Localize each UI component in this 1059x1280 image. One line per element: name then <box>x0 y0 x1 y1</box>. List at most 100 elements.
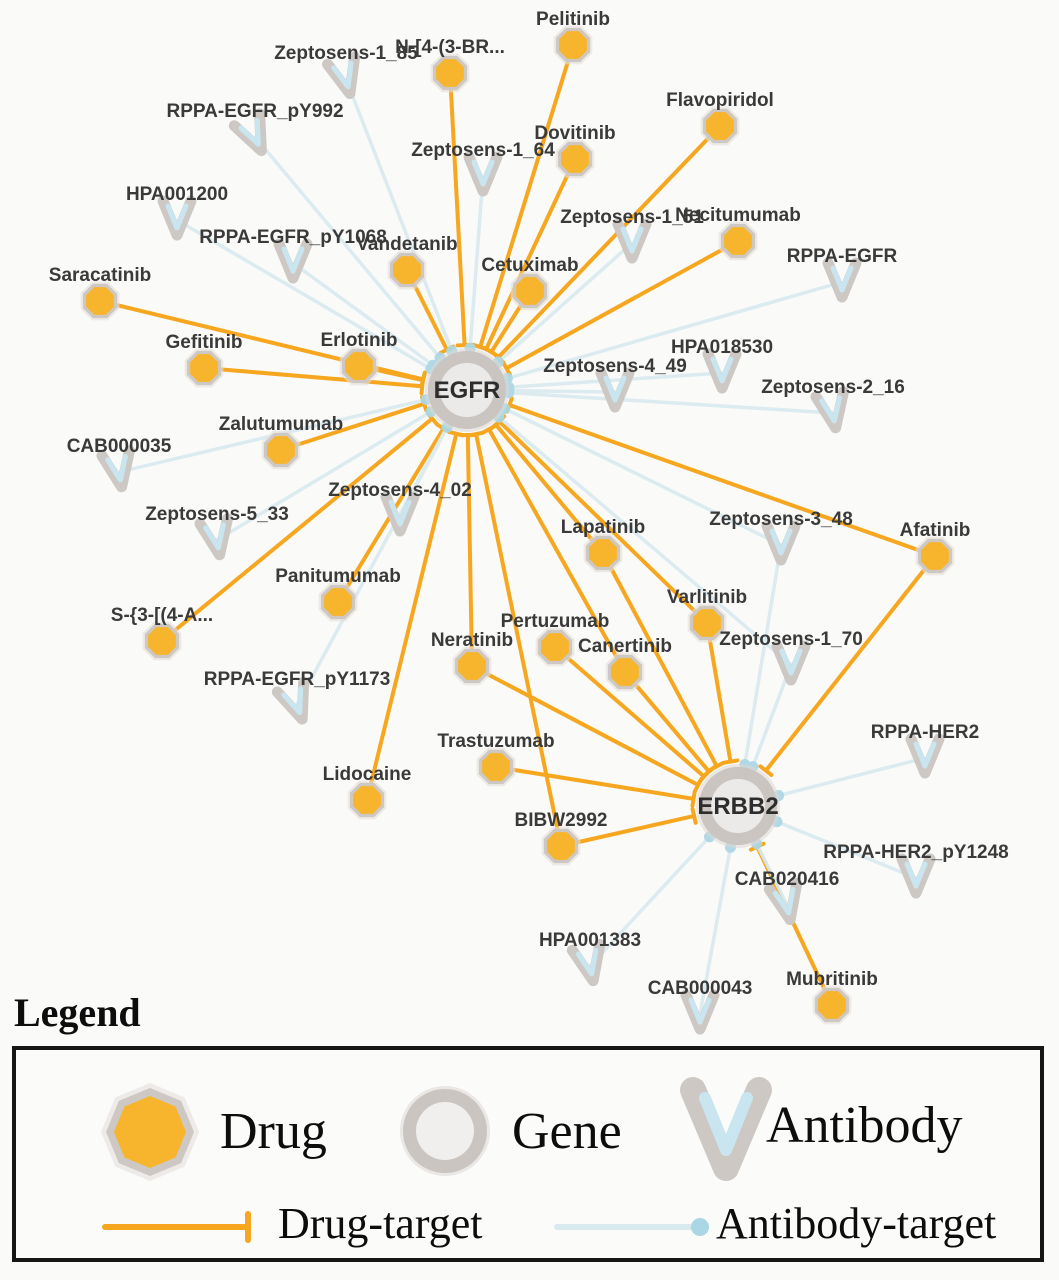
node-label: Zeptosens-1_70 <box>719 629 863 650</box>
edge-tee <box>721 758 740 765</box>
drug-target-edge <box>160 417 434 643</box>
node-label: RPPA-EGFR_pY1068 <box>199 227 387 248</box>
antibody-node <box>905 733 945 779</box>
drug-target-edge <box>623 670 711 773</box>
drug-node <box>535 627 575 667</box>
drug-node <box>583 533 623 573</box>
antibody-target-edge <box>291 261 435 367</box>
node-label: Mubritinib <box>786 969 878 990</box>
antibody-node <box>96 445 135 493</box>
antibody-node <box>566 939 606 987</box>
gene-label: EGFR <box>434 377 501 404</box>
node-label: Flavopiridol <box>666 90 774 111</box>
edge-tee <box>480 423 498 435</box>
antibody-target-edge <box>698 847 733 1015</box>
node-label: Necitumumab <box>675 205 801 226</box>
antibody-node <box>680 989 720 1035</box>
drug-node <box>318 582 358 622</box>
node-label: Zeptosens-4_49 <box>543 356 687 377</box>
antibody-target-edge <box>508 388 616 394</box>
antibody-node <box>273 238 313 284</box>
antibody-node <box>771 640 811 686</box>
antibody-node <box>612 218 652 264</box>
antibody-target-edge <box>508 371 723 389</box>
node-label: RPPA-EGFR_pY992 <box>166 101 343 122</box>
drug-node <box>541 826 581 866</box>
drug-target-edge <box>560 813 695 848</box>
drug-target-edges <box>99 44 937 1006</box>
drug-target-edge <box>495 765 694 801</box>
node-label: Vandetanib <box>356 234 457 255</box>
antibody-target-edge <box>508 390 834 415</box>
node-label: RPPA-HER2 <box>871 722 979 743</box>
antibody-node <box>702 348 742 394</box>
node-label: Neratinib <box>431 630 513 651</box>
edge-tee <box>690 789 697 808</box>
antibody-target-edge <box>216 410 432 542</box>
antibody-node <box>194 513 233 561</box>
antibody-node <box>896 853 936 899</box>
drug-node <box>553 25 593 65</box>
node-label: S-{3-[(4-A... <box>111 605 213 626</box>
drug-target-edge <box>448 72 467 346</box>
drug-target-edge <box>471 664 700 787</box>
gene-node <box>696 764 780 848</box>
antibody-target-edge <box>506 280 843 381</box>
antibody-target-edge <box>253 135 442 359</box>
node-label: BIBW2992 <box>515 810 608 831</box>
edge-tee <box>758 764 774 777</box>
node-label: Panitumumab <box>275 566 401 587</box>
antibody-node <box>763 878 803 926</box>
antibody-node <box>822 257 862 303</box>
drug-node <box>387 250 427 290</box>
gene-node <box>425 348 509 432</box>
node-label: Zeptosens-2_16 <box>761 377 905 398</box>
antibody-target-edge <box>468 175 485 349</box>
antibody-node <box>463 151 503 197</box>
node-label: Zeptosens-4_02 <box>328 480 472 501</box>
antibody-target-edge <box>295 426 449 706</box>
node-label: Dovitinib <box>534 123 615 144</box>
drug-target-edge <box>553 645 706 778</box>
drug-node <box>915 536 955 576</box>
node-label: Afatinib <box>900 520 971 541</box>
drug-target-edge <box>474 433 563 847</box>
drug-target-edge <box>487 428 627 673</box>
drug-node <box>687 603 727 643</box>
node-label: Zeptosens-1_64 <box>411 140 555 161</box>
legend-drug-target-label: Drug-target <box>278 1199 483 1248</box>
antibody-target-edge <box>743 544 783 765</box>
node-label: Zeptosens-3_48 <box>709 509 853 530</box>
drug-node <box>430 53 470 93</box>
drug-target-edge <box>496 124 722 359</box>
drug-node <box>339 346 379 386</box>
drug-node <box>347 780 387 820</box>
drug-target-edge <box>478 44 575 348</box>
node-label: Gefitinib <box>165 332 242 353</box>
legend-antibody-label: Antibody <box>766 1097 963 1154</box>
antibody-target-edge <box>176 218 432 371</box>
legend-box: Drug Gene Antibody Drug-target Antibody-… <box>12 1046 1044 1262</box>
node-label: CAB020416 <box>735 869 840 890</box>
node-label: Zeptosens-5_33 <box>145 504 289 525</box>
node-label: RPPA-HER2_pY1248 <box>823 842 1009 863</box>
antibody-node <box>228 108 267 157</box>
drug-target-edge <box>365 433 459 801</box>
node-label: HPA018530 <box>671 337 773 358</box>
node-label: Zeptosens-1_51 <box>560 207 704 228</box>
antibody-node <box>595 367 635 413</box>
node-label: CAB000043 <box>648 978 753 999</box>
drug-target-edge <box>280 401 425 452</box>
node-label: Saracatinib <box>49 265 151 286</box>
node-label: Zalutumumab <box>219 414 344 435</box>
legend-antibody-target-label: Antibody-target <box>716 1199 997 1248</box>
node-label: N-[4-(3-BR... <box>395 37 505 58</box>
edge-tee <box>697 769 711 784</box>
antibody-target-edge <box>776 820 917 880</box>
drug-octagon-icon <box>101 1083 199 1181</box>
legend-gene-label: Gene <box>512 1103 622 1160</box>
drug-target-edge <box>203 366 423 389</box>
node-label: HPA001200 <box>126 184 228 205</box>
